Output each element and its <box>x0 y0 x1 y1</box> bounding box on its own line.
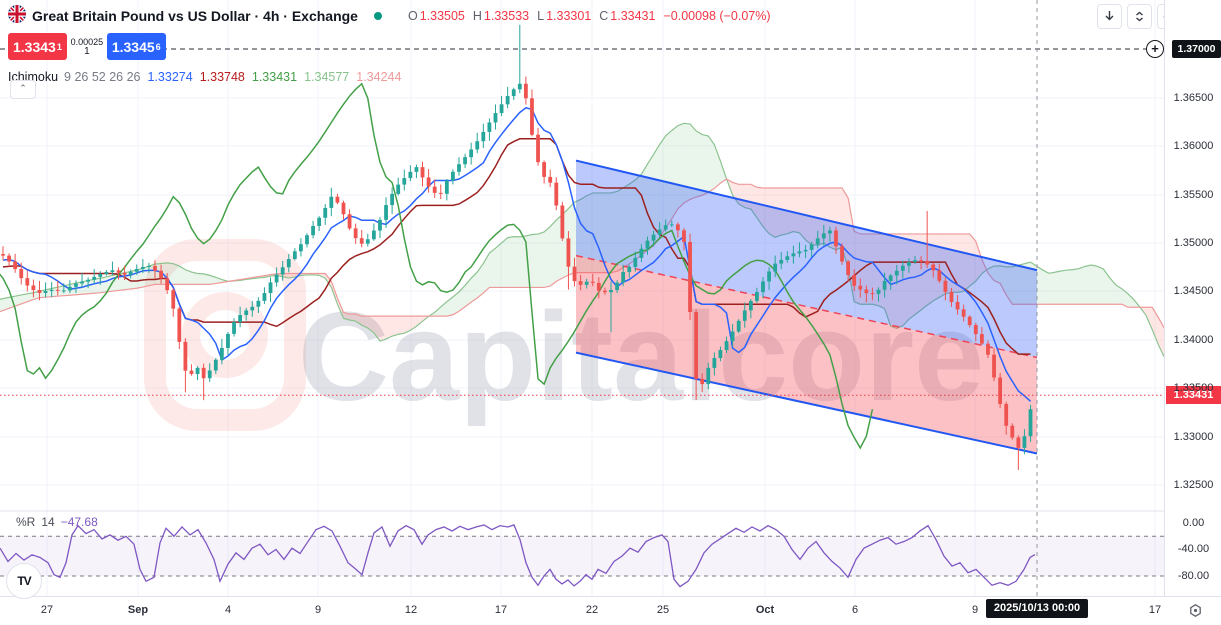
symbol-row: Great Britain Pound vs US Dollar · 4h · … <box>8 4 771 28</box>
spread-box: 0.00025 1 <box>66 33 107 60</box>
last-price-label: 1.33431 <box>1166 386 1221 404</box>
wr-value: −47.68 <box>60 515 98 529</box>
watermark-text: Capitalcore <box>298 286 984 427</box>
indicator-legend: Ichimoku 9 26 52 26 26 1.33274 1.33748 1.3… <box>8 70 771 84</box>
maximize-icon[interactable] <box>1127 4 1152 29</box>
time-axis-label: 9 <box>971 604 979 616</box>
add-alert-plus-icon[interactable]: + <box>1146 40 1164 58</box>
indicator-params: 9 26 52 26 26 <box>64 70 141 84</box>
time-axis[interactable]: 2025/10/13 00:00 27 Sep 4 9 12 17 22 25 Oct 6 9 17 <box>0 596 1221 625</box>
price-axis-label: 1.34500 <box>1173 285 1214 297</box>
ichimoku-values: 1.33274 1.33748 1.33431 1.34577 1.34244 <box>141 70 402 84</box>
high-value: 1.33533 <box>483 9 530 23</box>
market-status-dot[interactable] <box>373 12 382 20</box>
time-axis-label: 9 <box>314 604 322 616</box>
change-value: −0.00098 (−0.07%) <box>663 9 771 23</box>
price-axis-label: 1.32500 <box>1173 479 1214 491</box>
time-axis-label: 25 <box>656 604 670 616</box>
ask-price: 1.3345 <box>111 38 155 55</box>
price-axis-label: 1.34000 <box>1173 334 1214 346</box>
bid-price: 1.3343 <box>13 38 56 55</box>
legend-collapse-button[interactable]: ⌃ <box>10 80 36 99</box>
time-axis-label: 12 <box>404 604 418 616</box>
ichimoku-value: 1.33748 <box>199 70 245 84</box>
time-axis-label: 4 <box>224 604 232 616</box>
price-axis-label: 0.00 <box>1182 517 1205 529</box>
time-axis-label: Oct <box>755 604 775 616</box>
price-axis[interactable]: 1.37000 1.33431 1.36500 1.36000 1.35500 1.3… <box>1164 0 1221 596</box>
crosshair-time-label: 2025/10/13 00:00 <box>986 599 1088 618</box>
high-label: H <box>472 9 482 23</box>
price-axis-label: -40.00 <box>1177 543 1210 555</box>
tradingview-logo[interactable]: TV <box>6 563 42 599</box>
close-label: C <box>599 9 609 23</box>
open-label: O <box>407 9 418 23</box>
price-axis-label: 1.36000 <box>1173 140 1214 152</box>
price-axis-label: 1.33500 <box>1173 382 1214 394</box>
open-value: 1.33505 <box>419 9 465 23</box>
sell-button[interactable]: 1.3343 1 <box>8 33 67 60</box>
buy-button[interactable]: 1.3345 6 <box>106 33 166 60</box>
time-axis-label: 27 <box>40 604 54 616</box>
spread-pips: 1 <box>84 45 90 57</box>
time-axis-label: 6 <box>851 604 859 616</box>
symbol-title[interactable]: Great Britain Pound vs US Dollar · 4h · … <box>32 8 358 24</box>
time-axis-label: 22 <box>585 604 599 616</box>
bid-sup: 1 <box>56 41 62 52</box>
ichimoku-value: 1.34244 <box>356 70 402 84</box>
price-axis-label: -80.00 <box>1177 570 1210 582</box>
low-label: L <box>537 9 545 23</box>
time-axis-label: Sep <box>127 604 149 616</box>
price-axis-label: 1.35000 <box>1173 237 1214 249</box>
wr-name[interactable]: %R <box>16 515 36 529</box>
wr-param: 14 <box>41 515 55 529</box>
download-icon[interactable] <box>1097 4 1122 29</box>
ohlc-values: O 1.33505 H 1.33533 L 1.33301 C 1.33431 −0.0… <box>400 9 771 23</box>
hline-price-label[interactable]: 1.37000 <box>1172 40 1221 58</box>
bid-ask-row: 1.3343 1 0.00025 1 1.3345 6 <box>8 33 771 61</box>
close-value: 1.33431 <box>610 9 656 23</box>
price-axis-label: 1.36500 <box>1173 92 1214 104</box>
chart-legend: Great Britain Pound vs US Dollar · 4h · … <box>8 4 771 84</box>
spread-value: 0.00025 <box>70 36 104 47</box>
wr-indicator-legend: %R 14 −47.68 <box>16 515 98 529</box>
time-axis-label: 17 <box>1148 604 1162 616</box>
price-axis-label: 1.33000 <box>1173 431 1214 443</box>
gbp-flag-icon <box>8 4 26 28</box>
ichimoku-value: 1.33431 <box>251 70 298 84</box>
price-axis-label: 1.35500 <box>1173 189 1214 201</box>
ichimoku-value: 1.34577 <box>304 70 350 84</box>
ask-sup: 6 <box>155 41 161 52</box>
ichimoku-value: 1.33274 <box>147 70 193 84</box>
low-value: 1.33301 <box>546 9 592 23</box>
axis-settings-gear-icon[interactable] <box>1184 599 1206 621</box>
time-axis-label: 17 <box>494 604 508 616</box>
